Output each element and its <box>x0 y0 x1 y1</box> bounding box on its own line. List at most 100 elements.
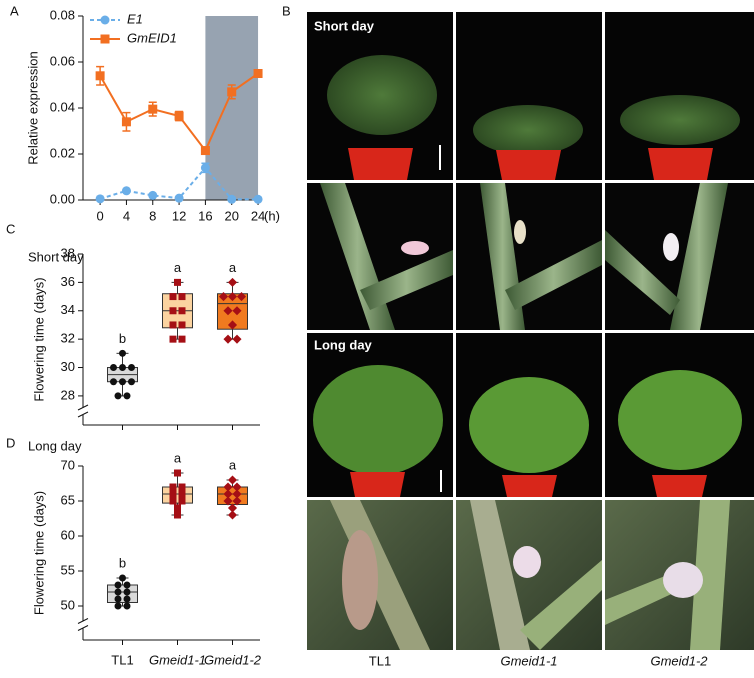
axis-break <box>77 411 89 418</box>
marker <box>169 307 177 315</box>
stem <box>360 250 453 310</box>
stem <box>605 570 680 625</box>
column-label: Gmeid1-2 <box>650 653 708 668</box>
marker <box>227 320 238 330</box>
marker <box>200 163 210 173</box>
flower <box>663 562 703 598</box>
y-tick-label: 34 <box>61 302 75 317</box>
chart-title: Long day <box>28 438 82 453</box>
chart-title: Short day <box>28 249 84 264</box>
marker <box>114 581 122 589</box>
marker <box>178 293 186 301</box>
marker <box>174 511 181 519</box>
plant <box>469 377 589 473</box>
marker <box>169 483 177 491</box>
marker <box>232 334 242 344</box>
marker <box>223 496 233 506</box>
marker <box>178 335 186 343</box>
marker <box>169 293 177 301</box>
flower <box>401 241 429 255</box>
stem <box>690 500 730 650</box>
x-tick-label: 20 <box>224 208 238 223</box>
marker <box>178 307 186 315</box>
pot <box>502 475 557 497</box>
marker <box>169 497 177 505</box>
marker <box>123 581 131 589</box>
marker <box>227 510 238 520</box>
y-tick-label: 32 <box>61 331 75 346</box>
marker <box>178 483 186 491</box>
marker <box>119 349 126 357</box>
marker <box>174 469 181 477</box>
y-tick-label: 0.02 <box>50 145 75 160</box>
box <box>107 584 138 603</box>
marker <box>123 595 131 603</box>
box <box>162 486 193 504</box>
x-axis-label: (h) <box>264 208 280 223</box>
y-tick-label: 0.08 <box>50 7 75 22</box>
marker <box>227 277 238 287</box>
marker <box>119 364 126 372</box>
panel-label: D <box>6 435 15 450</box>
marker <box>95 71 105 81</box>
y-tick-label: 0.04 <box>50 99 75 114</box>
marker <box>128 378 135 386</box>
row-label: Long day <box>314 337 373 352</box>
y-tick-label: 55 <box>61 562 75 577</box>
marker <box>110 378 117 386</box>
marker <box>232 482 242 492</box>
plant <box>618 370 742 470</box>
column-label: TL1 <box>369 653 391 668</box>
marker <box>223 482 233 492</box>
marker <box>169 490 177 498</box>
panel-label: B <box>282 3 291 18</box>
stem <box>520 560 602 650</box>
y-tick-label: 30 <box>61 359 75 374</box>
legend-marker <box>100 34 110 44</box>
pod <box>342 530 378 630</box>
marker <box>123 392 131 400</box>
significance-letter: a <box>174 260 182 275</box>
pot <box>348 148 413 180</box>
marker <box>232 306 242 316</box>
marker <box>169 335 177 343</box>
marker <box>174 111 184 121</box>
marker <box>178 321 186 329</box>
marker <box>232 496 242 506</box>
x-tick-label: 0 <box>96 208 103 223</box>
panel-label: C <box>6 221 15 236</box>
significance-letter: a <box>229 260 237 275</box>
marker <box>121 117 131 127</box>
marker <box>114 602 122 610</box>
legend-marker <box>100 15 110 25</box>
marker <box>236 292 247 302</box>
marker <box>178 497 186 505</box>
axis-break <box>77 618 89 624</box>
marker <box>114 595 122 603</box>
marker <box>218 292 229 302</box>
plant <box>327 55 437 135</box>
x-tick-label: Gmeid1-2 <box>204 652 262 667</box>
shaded-region <box>205 16 259 200</box>
pot <box>496 150 561 180</box>
pot <box>648 148 713 180</box>
y-tick-label: 50 <box>61 597 75 612</box>
pot <box>350 472 405 497</box>
y-tick-label: 60 <box>61 527 75 542</box>
y-tick-label: 38 <box>61 245 75 260</box>
marker <box>227 292 238 302</box>
stem <box>470 500 530 650</box>
marker <box>148 104 158 114</box>
marker <box>95 194 105 204</box>
marker <box>148 190 158 200</box>
marker <box>253 69 263 78</box>
x-tick-label: TL1 <box>111 652 133 667</box>
marker <box>227 503 238 513</box>
row-label: Short day <box>314 18 375 33</box>
y-tick-label: 65 <box>61 492 75 507</box>
stem <box>505 240 602 310</box>
significance-letter: b <box>119 555 126 570</box>
marker <box>223 334 233 344</box>
significance-letter: a <box>229 457 237 472</box>
marker <box>174 278 181 286</box>
